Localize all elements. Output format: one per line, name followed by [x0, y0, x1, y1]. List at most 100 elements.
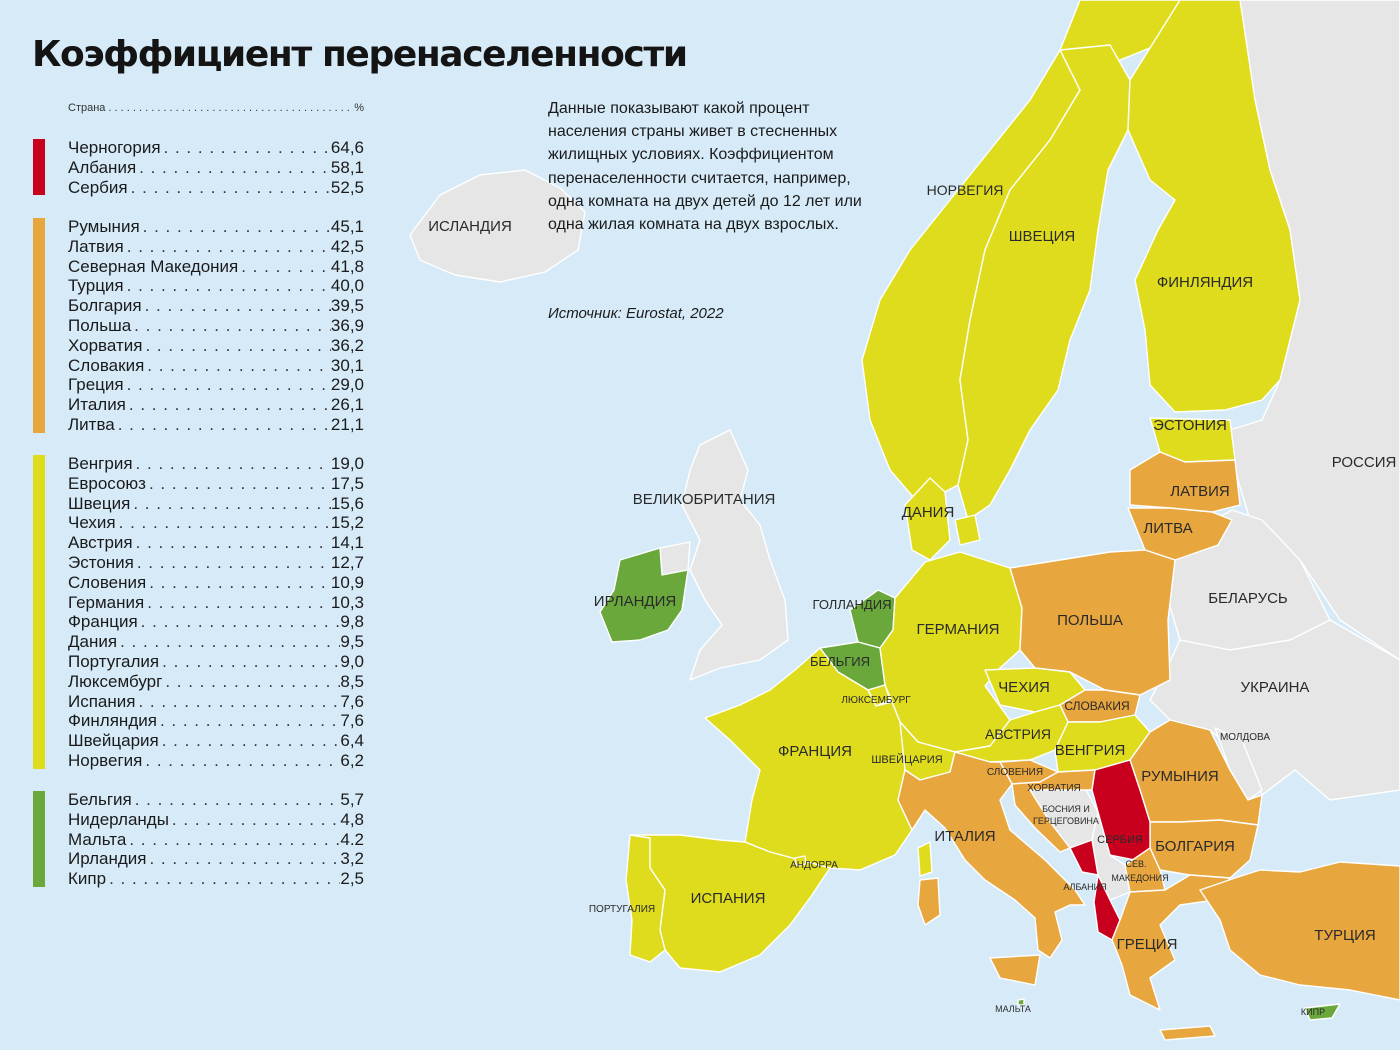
legend-leader [157, 711, 340, 731]
label-turkey: ТУРЦИЯ [1314, 927, 1375, 944]
legend-country-name: Мальта [68, 829, 127, 849]
legend-country-name: Румыния [68, 217, 140, 236]
label-greece: ГРЕЦИЯ [1117, 936, 1178, 953]
legend-color-bar [33, 455, 45, 769]
label-sweden: ШВЕЦИЯ [1009, 228, 1075, 245]
label-iceland: ИСЛАНДИЯ [428, 218, 512, 235]
legend-row: Евросоюз 17,5 [68, 474, 364, 494]
label-malta: МАЛЬТА [995, 1004, 1031, 1014]
legend-value: 4,8 [340, 809, 364, 829]
label-lithuania: ЛИТВА [1143, 520, 1192, 537]
label-north-macedonia-line2: МАКЕДОНИЯ [1111, 873, 1168, 883]
andorra-region [794, 855, 807, 866]
legend-row: Хорватия 36,2 [68, 336, 364, 356]
uk-region [681, 429, 789, 681]
legend-value: 10,9 [330, 572, 364, 592]
legend-country-name: Литва [68, 415, 115, 434]
legend-leader [159, 652, 340, 672]
label-hungary: ВЕНГРИЯ [1055, 742, 1126, 759]
label-finland: ФИНЛЯНДИЯ [1157, 274, 1253, 291]
label-luxembourg: ЛЮКСЕМБУРГ [841, 695, 911, 706]
moldova-region [1214, 727, 1263, 801]
legend-header: Страна % [68, 102, 364, 118]
legend-row: Нидерланды 4,8 [68, 810, 364, 830]
legend-value: 9,5 [340, 632, 364, 652]
legend-leader [134, 553, 331, 573]
legend-header-leader [105, 102, 354, 114]
sardinia-region [917, 877, 941, 926]
legend-value: 14,1 [330, 533, 364, 553]
label-norway: НОРВЕГИЯ [927, 182, 1004, 198]
legend-row: Словения 10,9 [68, 573, 364, 593]
legend-leader [116, 513, 331, 533]
legend-row: Бельгия 5,7 [68, 790, 364, 810]
label-latvia: ЛАТВИЯ [1170, 483, 1229, 500]
legend-leader [162, 672, 340, 692]
legend-row: Мальта 4.2 [68, 830, 364, 850]
legend-row: Польша 36,9 [68, 316, 364, 336]
legend-country-name: Чехия [68, 513, 116, 533]
legend-leader [133, 533, 331, 553]
legend-leader [144, 593, 331, 613]
legend-leader [131, 316, 331, 336]
legend-row: Латвия 42,5 [68, 237, 364, 257]
legend-row: Ирландия 3,2 [68, 849, 364, 869]
cyprus-region [1304, 1003, 1341, 1021]
legend-value: 7,6 [340, 691, 364, 711]
legend-leader [135, 692, 340, 712]
legend-leader [142, 296, 331, 316]
legend-leader [142, 751, 340, 771]
legend-value: 2,5 [340, 869, 364, 889]
label-portugal: ПОРТУГАЛИЯ [589, 904, 655, 915]
legend-country-name: Турция [68, 276, 124, 296]
label-austria: АВСТРИЯ [985, 726, 1051, 742]
legend-value: 17,5 [330, 473, 364, 493]
serbia-region [1091, 759, 1151, 861]
legend-country-name: Бельгия [68, 790, 132, 809]
legend-country-name: Австрия [68, 533, 133, 553]
legend-row: Люксембург 8,5 [68, 672, 364, 692]
label-andorra: АНДОРРА [790, 860, 838, 871]
legend-value: 64,6 [330, 138, 364, 157]
spain-region [629, 834, 831, 973]
legend-country-name: Швеция [68, 493, 131, 513]
legend-leader [140, 217, 331, 237]
legend-country-name: Польша [68, 316, 132, 335]
legend-value: 36,9 [330, 316, 364, 335]
legend-value: 52,5 [330, 177, 364, 197]
legend-leader [117, 632, 340, 652]
legend-leader [126, 395, 331, 415]
label-moldova: МОЛДОВА [1220, 732, 1270, 743]
label-denmark: ДАНИЯ [902, 504, 955, 521]
label-belarus: БЕЛАРУСЬ [1208, 590, 1288, 607]
page-title: Коэффициент перенаселенности [32, 34, 688, 75]
portugal-region [625, 834, 666, 963]
legend-row: Португалия 9,0 [68, 652, 364, 672]
legend-leader [130, 494, 331, 514]
legend-leader [238, 257, 331, 277]
label-ukraine: УКРАИНА [1241, 679, 1310, 696]
label-italy: ИТАЛИЯ [934, 828, 995, 845]
label-czechia: ЧЕХИЯ [998, 679, 1050, 696]
label-slovenia: СЛОВЕНИЯ [987, 767, 1043, 778]
legend-leader [132, 790, 341, 810]
latvia-region [1129, 451, 1241, 513]
legend-row: Греция 29,0 [68, 375, 364, 395]
legend-country-name: Италия [68, 395, 126, 415]
crete-region [1159, 1025, 1216, 1041]
legend-country-name: Ирландия [68, 849, 147, 869]
legend-leader [142, 336, 330, 356]
legend-leader [159, 731, 341, 751]
legend-row: Эстония 12,7 [68, 553, 364, 573]
legend-country-name: Финляндия [68, 711, 157, 731]
sicily-region [989, 954, 1041, 986]
legend-country-name: Латвия [68, 236, 124, 256]
source-note: Источник: Eurostat, 2022 [548, 305, 724, 322]
legend-leader [144, 356, 331, 376]
legend-value: 26,1 [330, 395, 364, 415]
label-russia: РОССИЯ [1332, 454, 1397, 471]
malta-region [1017, 998, 1025, 1006]
description: Данные показывают какой процент населени… [548, 100, 862, 234]
legend-row: Франция 9,8 [68, 612, 364, 632]
